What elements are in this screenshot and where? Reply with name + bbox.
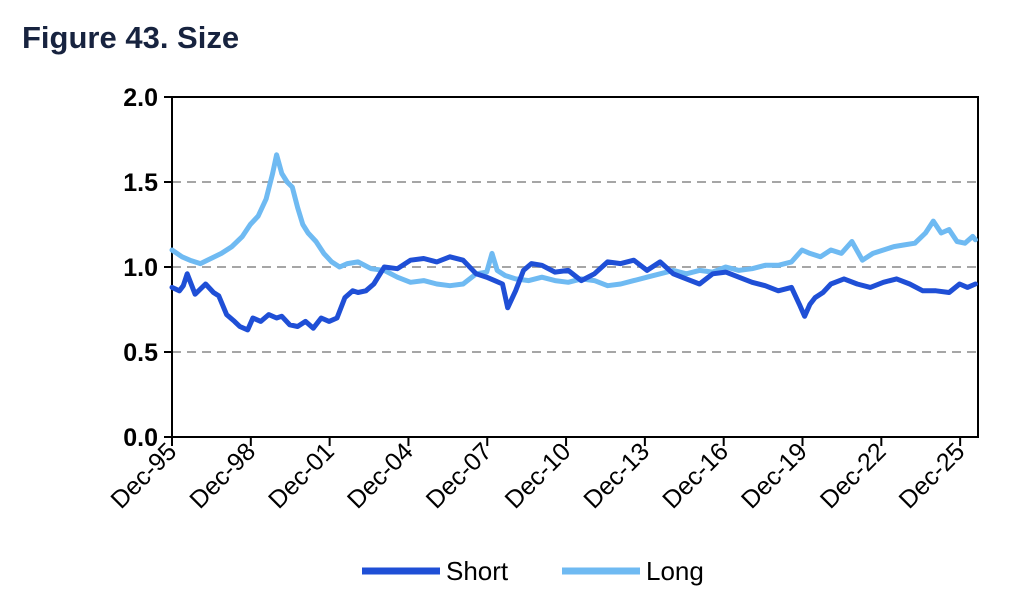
x-tick-label: Dec-01 [263,437,340,514]
y-axis: 0.0 0.5 1.0 1.5 2.0 [123,84,172,452]
y-tick-label: 0.0 [123,424,158,452]
x-tick-label: Dec-22 [815,437,892,514]
y-tick-label: 1.5 [123,169,158,197]
y-tick-label: 2.0 [123,84,158,112]
y-tick-label: 1.0 [123,254,158,282]
x-tick-label: Dec-25 [894,437,971,514]
x-tick-label: Dec-13 [578,437,655,514]
series-lines [169,152,978,333]
x-tick-label: Dec-19 [736,437,813,514]
y-tick-label: 0.5 [123,339,158,367]
x-axis: Dec-95 Dec-98 Dec-01 Dec-04 Dec-07 Dec-10 Dec-… [105,437,970,514]
series-line-short [169,254,978,333]
x-tick-label: Dec-07 [421,437,498,514]
legend: Short Long [362,556,704,586]
x-tick-label: Dec-16 [657,437,734,514]
x-tick-label: Dec-04 [342,437,419,514]
x-tick-label: Dec-10 [500,437,577,514]
chart-title: Figure 43. Size [22,20,240,55]
series-line-long [169,152,978,289]
legend-label-long: Long [646,556,704,586]
legend-label-short: Short [446,556,509,586]
x-tick-label: Dec-98 [184,437,261,514]
